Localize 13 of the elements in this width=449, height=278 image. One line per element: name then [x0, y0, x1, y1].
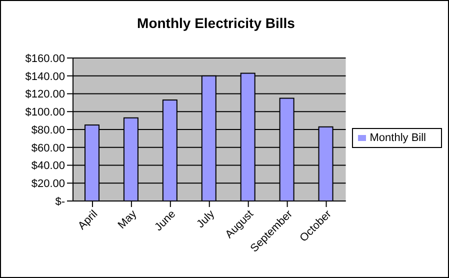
x-tick-label: July [194, 208, 218, 230]
legend-label: Monthly Bill [370, 132, 426, 144]
y-tick-label: $40.00 [31, 160, 65, 172]
x-tick-label: May [116, 208, 140, 232]
y-tick-label: $- [55, 196, 66, 208]
chart-title: Monthly Electricity Bills [136, 15, 296, 31]
y-tick-label: $120.00 [25, 88, 65, 101]
y-tick-label: $80.00 [31, 124, 65, 136]
y-tick-label: $20.00 [31, 178, 65, 190]
y-tick-label: $160.00 [25, 52, 65, 65]
y-tick-label: $60.00 [31, 142, 65, 154]
y-tick-label: $140.00 [25, 70, 65, 83]
y-tick-label: $100.00 [25, 106, 65, 119]
